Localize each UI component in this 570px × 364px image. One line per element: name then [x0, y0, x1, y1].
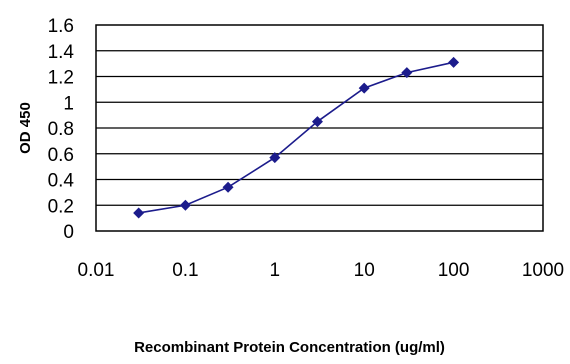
data-point-marker [311, 116, 323, 128]
x-tick-labels: 0.01 0.1 1 10 100 1000 [78, 260, 565, 281]
data-point-marker [133, 207, 145, 219]
data-point-marker [358, 82, 370, 94]
series-line [138, 61, 454, 214]
x-tick-label: 1 [270, 260, 281, 281]
y-tick-label: 1.6 [48, 16, 74, 37]
data-point-marker [222, 181, 234, 193]
data-point-marker [269, 152, 281, 164]
y-tick-label: 0.6 [48, 145, 74, 166]
y-tick-label: 1 [63, 93, 74, 114]
series-layer [133, 56, 460, 219]
y-tick-label: 0.8 [48, 119, 74, 140]
y-axis-label: OD 450 [17, 102, 34, 154]
x-tick-label: 0.1 [172, 260, 198, 281]
y-tick-label: 1.4 [48, 42, 75, 63]
y-tick-label: 0 [63, 222, 74, 243]
x-axis-label: Recombinant Protein Concentration (ug/ml… [134, 339, 445, 356]
data-point-marker [401, 67, 413, 79]
y-tick-label: 1.2 [48, 68, 74, 89]
grid-lines [96, 50, 543, 206]
x-tick-label: 1000 [522, 260, 564, 281]
x-tick-label: 10 [354, 260, 375, 281]
x-tick-label: 0.01 [78, 260, 115, 281]
y-tick-label: 0.4 [48, 171, 75, 192]
y-tick-labels: 0 0.2 0.4 0.6 0.8 1 1.2 1.4 1.6 [48, 16, 75, 243]
data-point-marker [448, 56, 460, 68]
x-tick-label: 100 [438, 260, 470, 281]
data-point-marker [179, 199, 191, 211]
plot-frame [95, 24, 544, 232]
y-tick-label: 0.2 [48, 196, 74, 217]
